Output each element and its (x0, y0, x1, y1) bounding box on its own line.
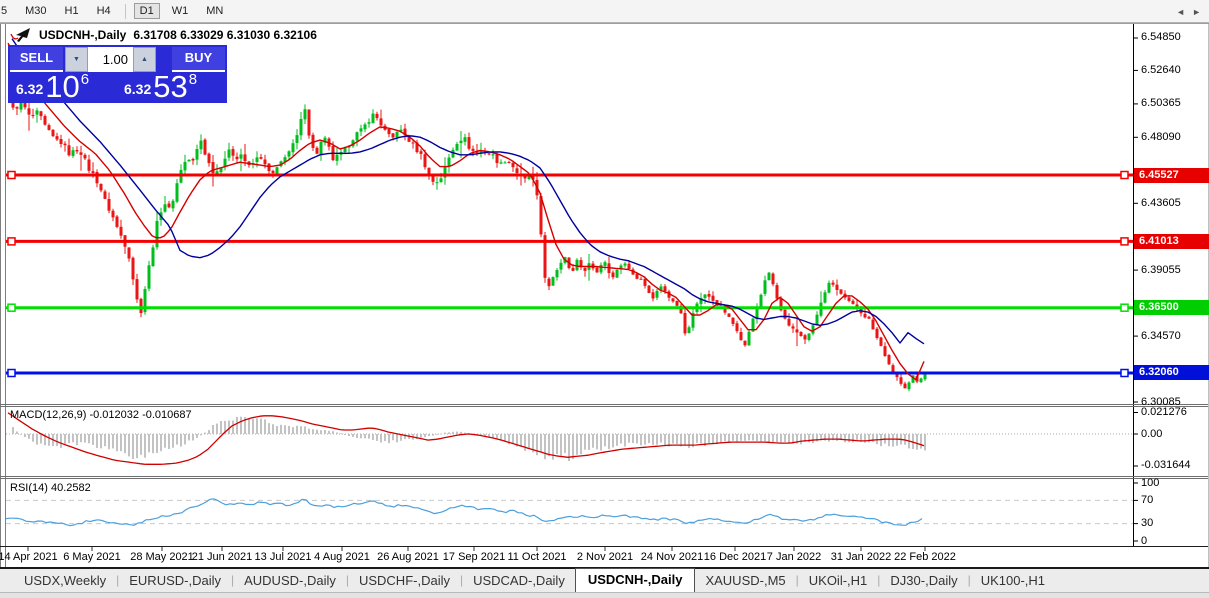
date-tick-label: 14 Apr 2021 (0, 551, 58, 563)
date-tick-label: 16 Dec 2021 (703, 551, 767, 563)
chart-tab-bar: USDX,Weekly | EURUSD-,Daily | AUDUSD-,Daily |… (0, 567, 1209, 592)
timeframe-button-d1[interactable]: D1 (133, 3, 160, 19)
chart-pointer-icon (10, 28, 30, 42)
chart-tab-eurusd-daily[interactable]: EURUSD-,Daily (129, 573, 221, 588)
chart-tab-xauusd-m5[interactable]: XAUUSD-,M5 (705, 573, 786, 588)
buy-price-pip: 8 (188, 71, 198, 88)
chart-tab-usdcad-daily[interactable]: USDCAD-,Daily (473, 573, 565, 588)
chart-tab-uk100-h1[interactable]: UK100-,H1 (980, 573, 1046, 588)
one-click-trading-panel: SELL ▼ ▲ BUY 6.32 10 6 6.32 53 8 (8, 45, 227, 103)
date-tick-label: 26 Aug 2021 (377, 551, 439, 563)
macd-axis-label: 0.00 (1141, 427, 1163, 440)
volume-decrease-button[interactable]: ▼ (65, 47, 88, 72)
chart-tab-usdchf-daily[interactable]: USDCHF-,Daily (358, 573, 450, 588)
price-tick-label: 6.39055 (1141, 263, 1181, 276)
timeframe-button-5[interactable]: 5 (1, 5, 8, 17)
timeframe-button-m30[interactable]: M30 (25, 5, 47, 17)
buy-price-prefix: 6.32 (124, 81, 152, 97)
rsi-axis-label: 30 (1141, 517, 1154, 530)
chart-tab-dj30-daily[interactable]: DJ30-,Daily (890, 573, 958, 588)
timeframe-button-h4[interactable]: H4 (96, 5, 111, 17)
tab-separator: | (967, 573, 971, 587)
level-price-tag: 6.45527 (1134, 167, 1209, 183)
tab-separator: | (877, 573, 881, 587)
sell-button[interactable]: SELL (10, 47, 63, 72)
date-tick-label: 13 Jul 2021 (254, 551, 312, 563)
level-price-tag: 6.36500 (1134, 300, 1209, 316)
buy-price[interactable]: 6.32 53 8 (124, 69, 198, 104)
rsi-axis-label: 0 (1141, 534, 1148, 547)
date-tick-label: 17 Sep 2021 (442, 551, 506, 563)
timeframe-button-mn[interactable]: MN (206, 5, 224, 17)
triangle-up-icon: ▲ (141, 56, 148, 63)
volume-increase-button[interactable]: ▲ (133, 47, 156, 72)
rsi-indicator-label: RSI(14) 40.2582 (10, 482, 91, 494)
date-tick-label: 28 May 2021 (130, 551, 194, 563)
date-tick-label: 7 Jan 2022 (766, 551, 822, 563)
volume-input[interactable] (88, 47, 133, 72)
tab-separator: | (345, 573, 349, 587)
date-tick-label: 21 Jun 2021 (191, 551, 253, 563)
date-tick-label: 2 Nov 2021 (576, 551, 634, 563)
symbol-period-label: USDCNH-,Daily (39, 28, 127, 42)
toolbar-separator (124, 3, 126, 19)
price-tick-label: 6.50365 (1141, 97, 1181, 110)
sell-price-pip: 6 (80, 71, 90, 88)
date-tick-label: 22 Feb 2022 (894, 551, 956, 563)
date-tick-label: 24 Nov 2021 (640, 551, 704, 563)
macd-indicator-label: MACD(12,26,9) -0.012032 -0.010687 (10, 409, 192, 421)
price-tick-label: 6.54850 (1141, 31, 1181, 44)
sell-price[interactable]: 6.32 10 6 (16, 69, 90, 104)
status-strip (0, 592, 1209, 598)
tab-separator: | (459, 573, 464, 587)
macd-axis-label: 0.021276 (1141, 405, 1187, 418)
price-tick-label: 6.52640 (1141, 63, 1181, 76)
rsi-axis-label: 100 (1141, 476, 1160, 489)
date-tick-label: 6 May 2021 (63, 551, 121, 563)
tab-scroll-right-icon[interactable]: ► (1192, 7, 1201, 17)
level-price-tag: 6.32060 (1134, 365, 1209, 381)
date-tick-label: 4 Aug 2021 (314, 551, 370, 563)
macd-axis-label: -0.031644 (1141, 459, 1191, 472)
chart-tab-usdx-weekly[interactable]: USDX,Weekly (24, 573, 107, 588)
timeframe-button-h1[interactable]: H1 (64, 5, 79, 17)
price-tick-label: 6.30085 (1141, 395, 1181, 408)
rsi-axis-label: 70 (1141, 493, 1154, 506)
chart-tab-ukoil-h1[interactable]: UKOil-,H1 (808, 573, 868, 588)
tab-separator: | (230, 573, 235, 587)
tab-separator: | (116, 573, 120, 587)
tab-scroll-left-icon[interactable]: ◄ (1176, 7, 1185, 17)
ohlc-values: 6.31708 6.33029 6.31030 6.32106 (133, 28, 317, 42)
level-price-tag: 6.41013 (1134, 233, 1209, 249)
price-tick-label: 6.43605 (1141, 196, 1181, 209)
triangle-down-icon: ▼ (73, 56, 80, 63)
date-tick-label: 31 Jan 2022 (830, 551, 892, 563)
sell-price-prefix: 6.32 (16, 81, 44, 97)
timeframe-button-w1[interactable]: W1 (171, 5, 189, 17)
price-tick-label: 6.48090 (1141, 130, 1181, 143)
buy-button[interactable]: BUY (172, 47, 225, 72)
chart-tab-audusd-daily[interactable]: AUDUSD-,Daily (244, 573, 336, 588)
sell-price-big-digits: 10 (45, 69, 80, 104)
chart-tab-usdcnh-daily[interactable]: USDCNH-,Daily (574, 568, 696, 592)
buy-price-big-digits: 53 (153, 69, 188, 104)
price-tick-label: 6.34570 (1141, 329, 1181, 342)
date-tick-label: 11 Oct 2021 (507, 551, 567, 563)
chart-title: USDCNH-,Daily 6.31708 6.33029 6.31030 6.… (10, 27, 317, 43)
timeframe-toolbar: 5 M30 H1 H4 D1 W1 MN (0, 0, 1209, 23)
tab-separator: | (795, 573, 799, 587)
